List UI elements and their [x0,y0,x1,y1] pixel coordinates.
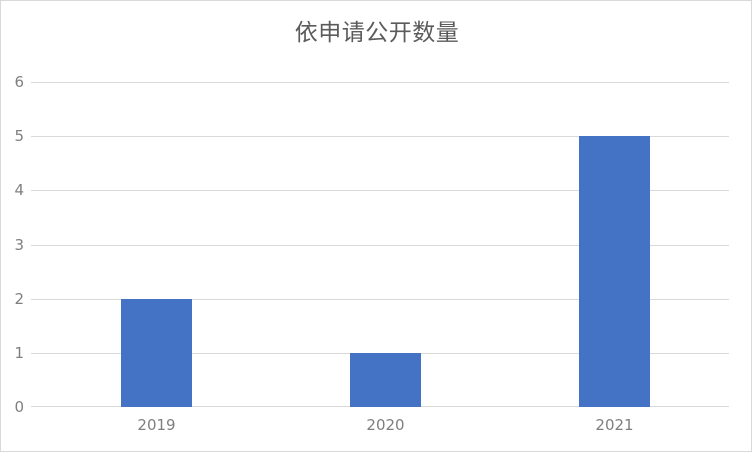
gridline-y-2 [31,299,729,300]
y-tick-label-5: 5 [14,127,24,145]
x-tick-label-2021: 2021 [595,416,634,434]
bar-2020[interactable] [350,352,421,407]
gridline-y-6 [31,82,729,83]
gridline-y-3 [31,245,729,246]
x-axis: 2019 2020 2021 [31,416,729,440]
bar-2019[interactable] [121,298,192,407]
x-tick-label-2019: 2019 [137,416,176,434]
y-tick-label-1: 1 [14,344,24,362]
gridline-y-5 [31,136,729,137]
gridline-y-4 [31,190,729,191]
bar-2021[interactable] [579,136,650,407]
chart-title: 依申请公开数量 [294,20,460,46]
y-tick-label-2: 2 [14,290,24,308]
y-tick-label-4: 4 [14,181,24,199]
y-tick-label-0: 0 [14,398,24,416]
y-axis: 6 5 4 3 2 1 0 [1,1,31,451]
y-tick-label-3: 3 [14,236,24,254]
bars-layer [31,82,729,407]
x-tick-label-2020: 2020 [366,416,405,434]
y-tick-label-6: 6 [14,73,24,91]
